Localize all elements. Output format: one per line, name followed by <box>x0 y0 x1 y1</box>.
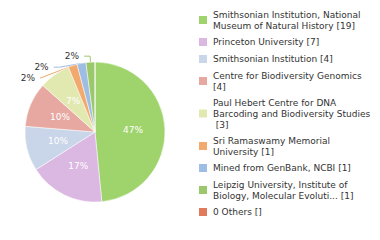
svg-text:47%: 47% <box>123 125 143 135</box>
svg-text:[4]: [4] <box>213 82 226 92</box>
svg-text:7%: 7% <box>66 96 81 106</box>
svg-text:Barcoding and Biodiversity Stu: Barcoding and Biodiversity Studies <box>213 109 370 119</box>
svg-text:2%: 2% <box>34 62 49 72</box>
svg-text:17%: 17% <box>68 161 88 171</box>
svg-text:0 Others []: 0 Others [] <box>213 207 262 217</box>
svg-text:Paul Hebert Centre for DNA: Paul Hebert Centre for DNA <box>213 98 339 108</box>
svg-text:Smithsonian Institution [4]: Smithsonian Institution [4] <box>213 54 333 64</box>
svg-text:2%: 2% <box>21 73 36 83</box>
svg-text:University [1]: University [1] <box>213 147 274 157</box>
svg-text:Smithsonian Institution, Natio: Smithsonian Institution, National <box>213 10 363 20</box>
svg-text:2%: 2% <box>65 51 80 61</box>
svg-text:Biology, Molecular Evoluti...: Biology, Molecular Evoluti... [1] <box>213 191 353 201</box>
svg-text:Mined from GenBank, NCBI [1]: Mined from GenBank, NCBI [1] <box>213 163 351 173</box>
svg-text:Leipzig University, Institute: Leipzig University, Institute of <box>213 180 350 190</box>
svg-text:Museum of Natural History [19]: Museum of Natural History [19] <box>213 21 355 31</box>
svg-text:Sri Ramaswamy Memorial: Sri Ramaswamy Memorial <box>213 136 333 146</box>
svg-text:10%: 10% <box>50 112 70 122</box>
svg-text:10%: 10% <box>48 136 68 146</box>
svg-text:Princeton University [7]: Princeton University [7] <box>213 37 319 47</box>
svg-text:Centre for Biodiversity Genomi: Centre for Biodiversity Genomics <box>213 71 365 81</box>
svg-text:[3]: [3] <box>213 120 229 130</box>
